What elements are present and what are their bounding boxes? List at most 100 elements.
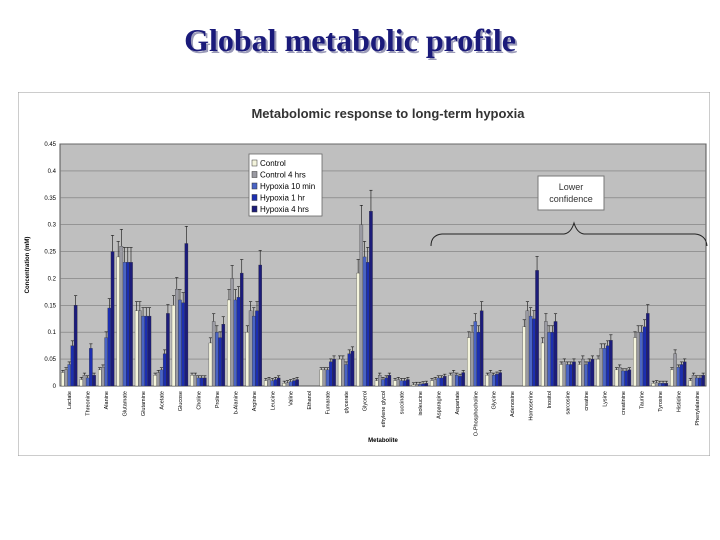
bar [661, 383, 665, 387]
legend-box [248, 153, 323, 217]
bar [495, 374, 499, 387]
bar [203, 377, 207, 387]
bar [221, 324, 226, 387]
bar [522, 326, 527, 387]
y-tick-label: 0.05 [44, 357, 56, 363]
bar [337, 358, 342, 387]
annotation-box [537, 175, 605, 211]
bar [547, 332, 551, 387]
bar [577, 364, 582, 387]
bar [248, 310, 253, 387]
bar [319, 369, 323, 387]
bar [572, 361, 576, 387]
x-tick-label: Glutamine [141, 391, 147, 416]
bar [528, 315, 533, 387]
bar [211, 321, 216, 387]
bar [350, 350, 355, 387]
bar [654, 382, 659, 387]
bar [406, 379, 410, 387]
bar [488, 372, 493, 387]
bar [682, 361, 687, 387]
bar [418, 384, 422, 387]
bar [396, 379, 401, 387]
legend-swatch [251, 205, 258, 213]
bar [433, 379, 437, 387]
bar [359, 224, 364, 387]
bar [230, 278, 234, 387]
bar [356, 272, 360, 387]
legend-label: Hypoxia 4 hrs [260, 205, 309, 214]
bar [470, 332, 474, 387]
legend-label: Hypoxia 1 hr [260, 194, 305, 203]
bar [424, 383, 429, 387]
annotation-line-1: Lower [559, 182, 584, 192]
bar [134, 310, 139, 387]
bar [141, 315, 145, 387]
bar [70, 345, 75, 387]
x-tick-label: Lactate [67, 391, 73, 409]
bar [569, 364, 573, 387]
bar [544, 321, 548, 387]
bar [658, 383, 662, 387]
x-tick-label: Proline [215, 391, 221, 408]
bar [162, 353, 167, 387]
bar [374, 380, 379, 387]
legend-label: Control [260, 159, 286, 168]
x-tick-label: Alanine [104, 391, 110, 409]
y-tick-label: 0.45 [44, 142, 56, 148]
x-tick-label: Inositol [547, 391, 553, 408]
x-tick-label: Ethanol [307, 391, 313, 410]
bar [602, 348, 607, 387]
bar [270, 380, 275, 387]
bar [181, 302, 185, 387]
bar [617, 367, 622, 387]
bar [153, 375, 157, 387]
bar [664, 383, 669, 387]
bar [448, 375, 453, 387]
x-tick-label: Choline [196, 391, 202, 410]
bar [190, 375, 194, 387]
bar [116, 256, 120, 387]
bar [107, 307, 112, 387]
x-tick-label: creatinine [621, 391, 627, 415]
bar [82, 375, 87, 387]
x-tick-label: Homoserine [529, 391, 535, 421]
bar [101, 367, 105, 387]
bar [587, 361, 591, 387]
x-tick-label: O-Phosphocholine [473, 391, 479, 436]
x-tick-label: Arginine [252, 391, 258, 411]
bar [178, 299, 182, 387]
x-tick-label: sarcosine [566, 391, 572, 415]
y-tick-label: 0.15 [44, 303, 56, 309]
x-tick-label: Glycine [492, 391, 498, 409]
bar [119, 246, 124, 387]
legend-swatch [251, 182, 258, 190]
bar [599, 348, 604, 387]
chart-title: Metabolomic response to long-term hypoxi… [251, 106, 525, 121]
y-tick-label: 0 [53, 384, 57, 390]
legend-label: Hypoxia 10 min [260, 182, 315, 191]
bar [491, 375, 496, 387]
bar [421, 383, 425, 387]
y-tick-label: 0.4 [48, 169, 57, 175]
bar [676, 367, 681, 387]
bar [129, 262, 133, 387]
y-tick-label: 0.2 [48, 276, 57, 282]
bar [288, 381, 293, 387]
bar [267, 379, 271, 387]
bar [332, 358, 336, 387]
bar [369, 211, 373, 387]
bar [498, 372, 502, 387]
bar [159, 369, 164, 387]
legend: Control Control 4 hrs Hypoxia 10 min Hypoxi… [248, 153, 323, 217]
bar [624, 370, 628, 387]
x-tick-label: ethylene glycol [381, 391, 387, 427]
lower-confidence-annotation: Lower confidence [430, 175, 708, 247]
y-axis-label: Concentration (mM) [25, 237, 31, 294]
bar [402, 380, 407, 387]
x-tick-label: succinate [399, 391, 405, 414]
bar [97, 369, 102, 387]
bar [79, 379, 84, 387]
bar [196, 377, 201, 387]
bar [642, 326, 647, 387]
